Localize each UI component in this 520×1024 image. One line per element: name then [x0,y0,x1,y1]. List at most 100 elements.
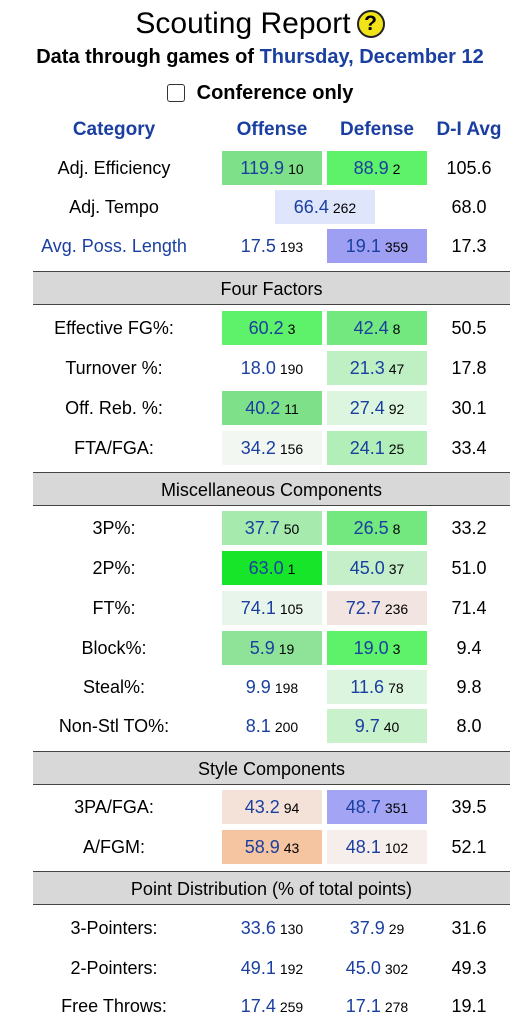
header-defense[interactable]: Defense [340,119,414,140]
offense-cell: 43.2 94 [222,790,322,824]
defense-cell: 19.0 3 [327,631,427,665]
row-label: 3PA/FGA: [74,797,154,817]
defense-cell: 42.4 8 [327,311,427,345]
header-category[interactable]: Category [72,119,156,140]
header-offense[interactable]: Offense [236,119,308,140]
offense-cell: 33.6 130 [222,911,322,945]
conference-only-label: Conference only [196,81,354,104]
defense-rank: 302 [384,961,409,977]
defense-cell: 27.4 92 [327,391,427,425]
defense-value[interactable]: 88.9 [353,158,389,178]
d1-avg-value: 31.6 [451,918,487,938]
offense-value[interactable]: 17.5 [240,236,276,256]
section-header-misc: Miscellaneous Components [33,472,510,506]
offense-cell: 8.1 200 [222,709,322,743]
offense-cell: 63.0 1 [222,551,322,585]
offense-rank: 193 [279,239,304,255]
help-icon[interactable]: ? [356,10,385,38]
defense-rank: 29 [388,921,405,937]
defense-cell: 45.0 37 [327,551,427,585]
table-header-row: Category Offense Defense D-I Avg [0,113,520,147]
offense-value[interactable]: 8.1 [245,716,271,736]
table-row: 3PA/FGA: 43.2 94 48.7 351 39.5 [0,790,520,824]
defense-value[interactable]: 9.7 [354,716,380,736]
d1-avg-value: 71.4 [451,598,487,618]
defense-cell: 88.9 2 [327,151,427,185]
defense-value[interactable]: 19.0 [353,638,389,658]
offense-rank: 11 [284,401,299,417]
conference-only-toggle[interactable]: Conference only [0,80,520,106]
table-row: 3-Pointers: 33.6 130 37.9 29 31.6 [0,911,520,945]
defense-value[interactable]: 26.5 [353,518,389,538]
table-row: Non-Stl TO%: 8.1 200 9.7 40 8.0 [0,709,520,743]
offense-value[interactable]: 5.9 [249,638,275,658]
defense-value[interactable]: 48.1 [345,837,381,857]
offense-cell: 119.9 10 [222,151,322,185]
offense-value[interactable]: 60.2 [248,318,284,338]
offense-rank: 192 [279,961,304,977]
row-label: Non-Stl TO%: [58,716,170,736]
offense-value[interactable]: 63.0 [248,558,284,578]
defense-rank: 236 [384,601,409,617]
row-label: Effective FG%: [54,318,174,338]
offense-value[interactable]: 9.9 [245,677,271,697]
d1-avg-value: 17.3 [451,236,487,256]
row-label: 2P%: [92,558,136,578]
offense-value[interactable]: 74.1 [240,598,276,618]
offense-value[interactable]: 119.9 [240,158,285,178]
defense-value[interactable]: 45.0 [345,958,381,978]
offense-value[interactable]: 33.6 [240,918,276,938]
offense-value[interactable]: 49.1 [240,958,276,978]
table-row-adj-efficiency: Adj. Efficiency 119.9 10 88.9 2 105.6 [0,151,520,185]
conference-only-checkbox[interactable] [166,84,185,102]
defense-value[interactable]: 72.7 [345,598,381,618]
data-date-line: Data through games of Thursday, December… [0,46,520,69]
d1-avg-value: 8.0 [456,716,482,736]
defense-value[interactable]: 27.4 [349,398,385,418]
offense-value[interactable]: 34.2 [240,438,276,458]
offense-value[interactable]: 58.9 [244,837,280,857]
row-label: Free Throws: [61,996,167,1016]
defense-value[interactable]: 48.7 [345,797,381,817]
offense-cell: 74.1 105 [222,591,322,625]
defense-value[interactable]: 11.6 [350,677,385,697]
row-label: 2-Pointers: [70,958,158,978]
row-label-link[interactable]: Avg. Poss. Length [41,236,187,256]
row-label: Block%: [81,638,147,658]
offense-value[interactable]: 18.0 [240,358,276,378]
table-row: 2P%: 63.0 1 45.0 37 51.0 [0,551,520,585]
defense-cell: 11.6 78 [327,670,427,704]
defense-value[interactable]: 17.1 [345,996,381,1016]
table-row-poss-length: Avg. Poss. Length 17.5 193 19.1 359 17.3 [0,229,520,263]
d1-avg-value: 9.8 [456,677,482,697]
d1-avg-value: 30.1 [451,398,487,418]
offense-cell: 34.2 156 [222,431,322,465]
defense-rank: 8 [392,521,401,537]
defense-value[interactable]: 42.4 [353,318,389,338]
offense-value[interactable]: 17.4 [240,996,276,1016]
table-row: Block%: 5.9 19 19.0 3 9.4 [0,631,520,665]
tempo-value[interactable]: 66.4 [293,197,329,217]
defense-value[interactable]: 24.1 [349,438,385,458]
offense-cell: 40.2 11 [222,391,322,425]
header-d1-avg[interactable]: D-I Avg [436,119,502,140]
offense-value[interactable]: 37.7 [244,518,280,538]
defense-cell: 37.9 29 [327,911,427,945]
offense-value[interactable]: 40.2 [245,398,281,418]
offense-value[interactable]: 43.2 [244,797,280,817]
section-header-four-factors: Four Factors [33,271,510,305]
defense-rank: 78 [388,680,404,696]
defense-value[interactable]: 37.9 [349,918,385,938]
defense-rank: 25 [388,441,405,457]
defense-cell: 72.7 236 [327,591,427,625]
defense-value[interactable]: 19.1 [345,236,381,256]
d1-avg-value: 51.0 [451,558,487,578]
defense-value[interactable]: 21.3 [349,358,385,378]
offense-cell: 9.9 198 [222,670,322,704]
offense-rank: 50 [283,521,300,537]
defense-rank: 359 [384,239,409,255]
defense-value[interactable]: 45.0 [349,558,385,578]
row-label: Steal%: [82,677,146,697]
defense-cell: 21.3 47 [327,351,427,385]
offense-cell: 17.4 259 [222,989,322,1023]
